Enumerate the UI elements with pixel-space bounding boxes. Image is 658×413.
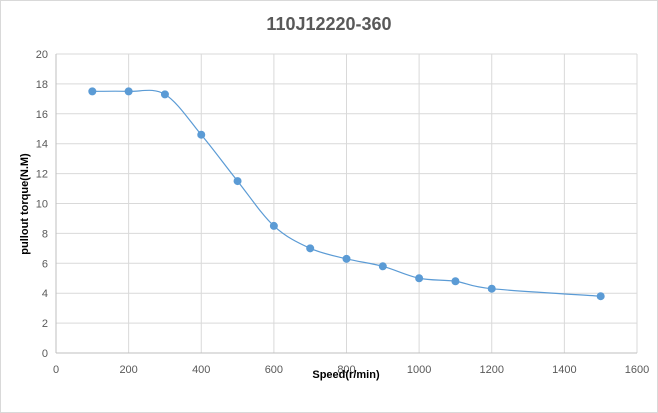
gridlines: [56, 53, 638, 353]
data-point: [451, 277, 460, 286]
data-point: [487, 284, 496, 293]
data-point: [124, 87, 133, 96]
x-axis-tick-labels: 0 200 400 600 800 1000 1200 1400 1600: [53, 364, 649, 376]
data-point: [233, 177, 242, 186]
y-tick-label: 20: [36, 49, 48, 61]
y-tick-label: 10: [36, 199, 48, 211]
x-tick-label: 600: [265, 364, 283, 376]
data-point: [342, 254, 351, 263]
x-tick-label: 800: [337, 364, 355, 376]
data-point: [415, 274, 424, 283]
y-tick-label: 0: [42, 348, 48, 360]
y-tick-label: 6: [42, 258, 48, 270]
y-tick-label: 18: [36, 79, 48, 91]
x-tick-label: 0: [53, 364, 59, 376]
y-tick-label: 16: [36, 109, 48, 121]
data-point: [269, 221, 278, 230]
data-point: [88, 87, 97, 96]
y-tick-label: 14: [36, 139, 48, 151]
data-point: [160, 90, 169, 99]
y-axis-tick-labels: 0 2 4 6 8 10 12 14 16 18 20: [36, 49, 48, 360]
x-tick-label: 1000: [407, 364, 431, 376]
y-tick-label: 2: [42, 318, 48, 330]
y-tick-label: 8: [42, 228, 48, 240]
series: [88, 87, 605, 301]
y-tick-label: 12: [36, 169, 48, 181]
x-tick-label: 200: [119, 364, 137, 376]
axes: [55, 54, 637, 354]
x-tick-label: 1200: [480, 364, 504, 376]
data-point: [596, 292, 605, 301]
data-point: [306, 244, 315, 253]
x-tick-label: 400: [192, 364, 210, 376]
data-point: [378, 262, 387, 271]
y-tick-label: 4: [42, 288, 48, 300]
x-tick-label: 1400: [552, 364, 576, 376]
data-point: [197, 130, 206, 139]
y-axis-title: pullout torque(N.M): [19, 153, 31, 255]
x-tick-label: 1600: [625, 364, 649, 376]
x-axis-title: Speed(r/min): [312, 369, 380, 381]
chart-title: 110J12220-360: [266, 14, 391, 34]
